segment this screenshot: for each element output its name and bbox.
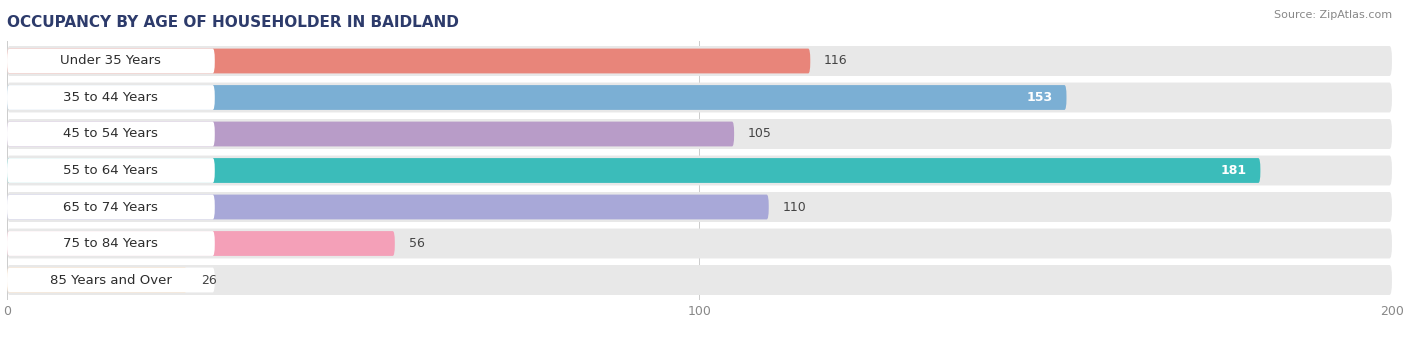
FancyBboxPatch shape — [7, 155, 1392, 186]
FancyBboxPatch shape — [7, 122, 215, 146]
Text: 181: 181 — [1220, 164, 1247, 177]
FancyBboxPatch shape — [7, 85, 215, 110]
Text: 116: 116 — [824, 55, 848, 68]
FancyBboxPatch shape — [7, 48, 215, 73]
FancyBboxPatch shape — [7, 46, 1392, 76]
FancyBboxPatch shape — [7, 48, 810, 73]
FancyBboxPatch shape — [7, 122, 734, 146]
FancyBboxPatch shape — [7, 268, 215, 293]
FancyBboxPatch shape — [7, 158, 1260, 183]
FancyBboxPatch shape — [7, 268, 187, 293]
FancyBboxPatch shape — [7, 158, 215, 183]
FancyBboxPatch shape — [7, 83, 1392, 113]
Text: 45 to 54 Years: 45 to 54 Years — [63, 128, 159, 140]
FancyBboxPatch shape — [7, 85, 1067, 110]
Text: 26: 26 — [201, 273, 217, 286]
FancyBboxPatch shape — [7, 119, 1392, 149]
Text: Source: ZipAtlas.com: Source: ZipAtlas.com — [1274, 10, 1392, 20]
Text: 105: 105 — [748, 128, 772, 140]
Text: 85 Years and Over: 85 Years and Over — [51, 273, 172, 286]
Text: 75 to 84 Years: 75 to 84 Years — [63, 237, 159, 250]
FancyBboxPatch shape — [7, 195, 215, 219]
Text: 35 to 44 Years: 35 to 44 Years — [63, 91, 159, 104]
FancyBboxPatch shape — [7, 192, 1392, 222]
Text: OCCUPANCY BY AGE OF HOUSEHOLDER IN BAIDLAND: OCCUPANCY BY AGE OF HOUSEHOLDER IN BAIDL… — [7, 15, 458, 30]
Text: 56: 56 — [409, 237, 425, 250]
FancyBboxPatch shape — [7, 231, 395, 256]
Text: 110: 110 — [783, 201, 806, 213]
FancyBboxPatch shape — [7, 231, 215, 256]
Text: 55 to 64 Years: 55 to 64 Years — [63, 164, 159, 177]
FancyBboxPatch shape — [7, 265, 1392, 295]
FancyBboxPatch shape — [7, 228, 1392, 258]
Text: 65 to 74 Years: 65 to 74 Years — [63, 201, 159, 213]
FancyBboxPatch shape — [7, 195, 769, 219]
Text: 153: 153 — [1026, 91, 1053, 104]
Text: Under 35 Years: Under 35 Years — [60, 55, 162, 68]
